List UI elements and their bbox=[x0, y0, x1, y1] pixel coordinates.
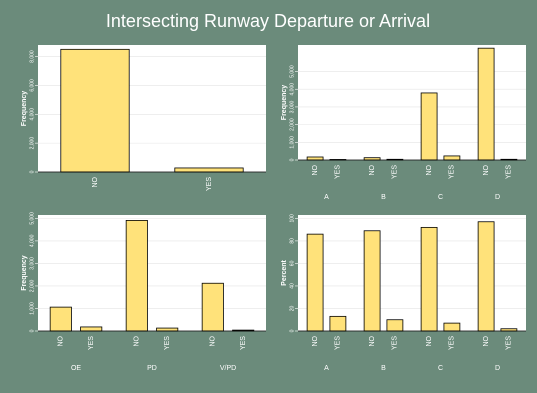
x-tick-label: YES bbox=[335, 336, 342, 350]
x-tick-label: NO bbox=[312, 164, 319, 175]
x-tick-label: NO bbox=[210, 335, 217, 346]
y-tick-label: 60 bbox=[289, 260, 295, 266]
group-label: PD bbox=[147, 365, 157, 372]
bar bbox=[477, 221, 495, 332]
x-tick-label: YES bbox=[88, 336, 95, 350]
group-label: A bbox=[324, 365, 329, 372]
y-axis-label: Frequency bbox=[281, 85, 288, 121]
y-tick-label: 0 bbox=[289, 329, 295, 332]
y-tick-label: 40 bbox=[289, 283, 295, 289]
x-tick-label: NO bbox=[92, 176, 99, 187]
bar bbox=[443, 322, 461, 332]
y-tick-label: 1,000 bbox=[29, 302, 35, 315]
bar bbox=[125, 220, 148, 332]
bar bbox=[420, 92, 438, 161]
bar bbox=[201, 282, 224, 332]
y-axis-label: Frequency bbox=[21, 255, 28, 291]
y-tick-label: 3,000 bbox=[289, 100, 295, 113]
y-tick-label: 0 bbox=[29, 170, 35, 173]
y-tick-label: 20 bbox=[289, 305, 295, 311]
y-tick-label: 2,000 bbox=[29, 279, 35, 292]
x-tick-label: NO bbox=[426, 164, 433, 175]
group-label: D bbox=[495, 365, 500, 372]
y-tick-label: 0 bbox=[29, 329, 35, 332]
y-tick-label: 1,000 bbox=[289, 136, 295, 149]
x-tick-label: YES bbox=[392, 336, 399, 350]
y-tick-label: 0 bbox=[289, 158, 295, 161]
y-tick-label: 5,000 bbox=[289, 65, 295, 78]
bar bbox=[156, 327, 179, 332]
y-tick-label: 100 bbox=[289, 214, 295, 223]
x-tick-label: YES bbox=[392, 165, 399, 179]
x-tick-label: NO bbox=[483, 335, 490, 346]
group-label: A bbox=[324, 194, 329, 201]
group-label: C bbox=[438, 365, 443, 372]
group-label: B bbox=[381, 365, 386, 372]
bar bbox=[363, 230, 381, 332]
x-tick-label: NO bbox=[134, 335, 141, 346]
bar bbox=[60, 48, 130, 173]
y-axis-label: Frequency bbox=[21, 91, 28, 127]
y-tick-label: 8,000 bbox=[29, 50, 35, 63]
plot-area bbox=[38, 215, 266, 331]
x-tick-label: NO bbox=[426, 335, 433, 346]
x-tick-label: NO bbox=[312, 335, 319, 346]
y-tick-label: 6,000 bbox=[29, 79, 35, 92]
bar bbox=[174, 167, 244, 173]
bar bbox=[420, 226, 438, 332]
group-label: B bbox=[381, 194, 386, 201]
y-tick-label: 4,000 bbox=[29, 234, 35, 247]
x-tick-label: NO bbox=[369, 335, 376, 346]
y-tick-label: 4,000 bbox=[289, 83, 295, 96]
y-tick-label: 5,000 bbox=[29, 212, 35, 225]
y-tick-label: 80 bbox=[289, 238, 295, 244]
x-tick-label: YES bbox=[240, 336, 247, 350]
y-tick-label: 4,000 bbox=[29, 108, 35, 121]
x-tick-label: NO bbox=[483, 164, 490, 175]
x-tick-label: YES bbox=[335, 165, 342, 179]
y-axis-label: Percent bbox=[281, 259, 288, 285]
y-tick-label: 2,000 bbox=[29, 137, 35, 150]
x-tick-label: YES bbox=[206, 177, 213, 191]
y-tick-label: 3,000 bbox=[29, 257, 35, 270]
bar bbox=[386, 319, 404, 332]
x-tick-label: YES bbox=[449, 336, 456, 350]
bar bbox=[306, 233, 324, 332]
x-tick-label: YES bbox=[506, 165, 513, 179]
bar bbox=[329, 315, 347, 332]
group-label: V/PD bbox=[220, 365, 236, 372]
group-label: C bbox=[438, 194, 443, 201]
page-title: Intersecting Runway Departure or Arrival bbox=[106, 11, 430, 31]
x-tick-label: NO bbox=[369, 164, 376, 175]
x-tick-label: NO bbox=[58, 335, 65, 346]
bar bbox=[477, 47, 495, 161]
bar bbox=[306, 156, 324, 161]
x-tick-label: YES bbox=[164, 336, 171, 350]
x-tick-label: YES bbox=[506, 336, 513, 350]
group-label: D bbox=[495, 194, 500, 201]
y-tick-label: 2,000 bbox=[289, 118, 295, 131]
bar bbox=[49, 306, 72, 332]
group-label: OE bbox=[71, 365, 81, 372]
bar bbox=[443, 155, 461, 161]
x-tick-label: YES bbox=[449, 165, 456, 179]
bar bbox=[80, 326, 103, 332]
